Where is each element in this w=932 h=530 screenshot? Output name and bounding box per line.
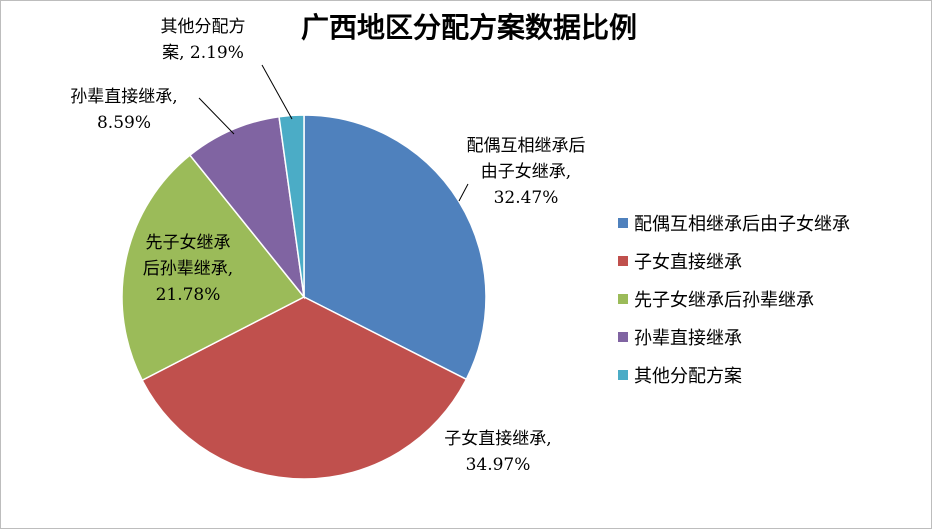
legend-label-5: 其他分配方案: [634, 366, 742, 387]
legend-label-1: 配偶互相继承后由子女继承: [634, 214, 850, 235]
legend-label-4: 孙辈直接继承: [634, 328, 742, 349]
leader-line-5: [261, 64, 293, 120]
data-labels: 配偶互相继承后由子女继承, 32.47% 子女直接继承, 34.97% 先子女继承后孙辈…: [70, 17, 585, 475]
data-label-3: 先子女继承后孙辈继承, 21.78%: [143, 233, 233, 305]
pie-slice-5: [278, 114, 305, 298]
pie-slice-4: [188, 115, 306, 300]
legend-swatch-2: [618, 256, 628, 266]
leader-line-1: [458, 183, 469, 202]
legend-label-3: 先子女继承后孙辈继承: [634, 290, 814, 311]
pie-slice-3: [121, 154, 306, 382]
legend-swatch-5: [618, 370, 628, 380]
pie-slice-2: [141, 296, 468, 480]
chart-title: 广西地区分配方案数据比例: [301, 11, 637, 44]
leader-line-4: [198, 97, 235, 135]
legend-swatch-4: [618, 332, 628, 342]
data-label-4: 孙辈直接继承, 8.59%: [70, 87, 177, 133]
leader-lines: [198, 64, 469, 202]
pie-slices: [121, 114, 487, 480]
legend-label-2: 子女直接继承: [634, 252, 742, 273]
data-label-1: 配偶互相继承后由子女继承, 32.47%: [467, 136, 586, 208]
legend-swatch-3: [618, 294, 628, 304]
data-label-2: 子女直接继承, 34.97%: [444, 429, 551, 475]
data-label-5: 其他分配方案, 2.19%: [161, 17, 246, 63]
pie-slice-1: [303, 114, 487, 381]
legend-swatch-1: [618, 218, 628, 228]
